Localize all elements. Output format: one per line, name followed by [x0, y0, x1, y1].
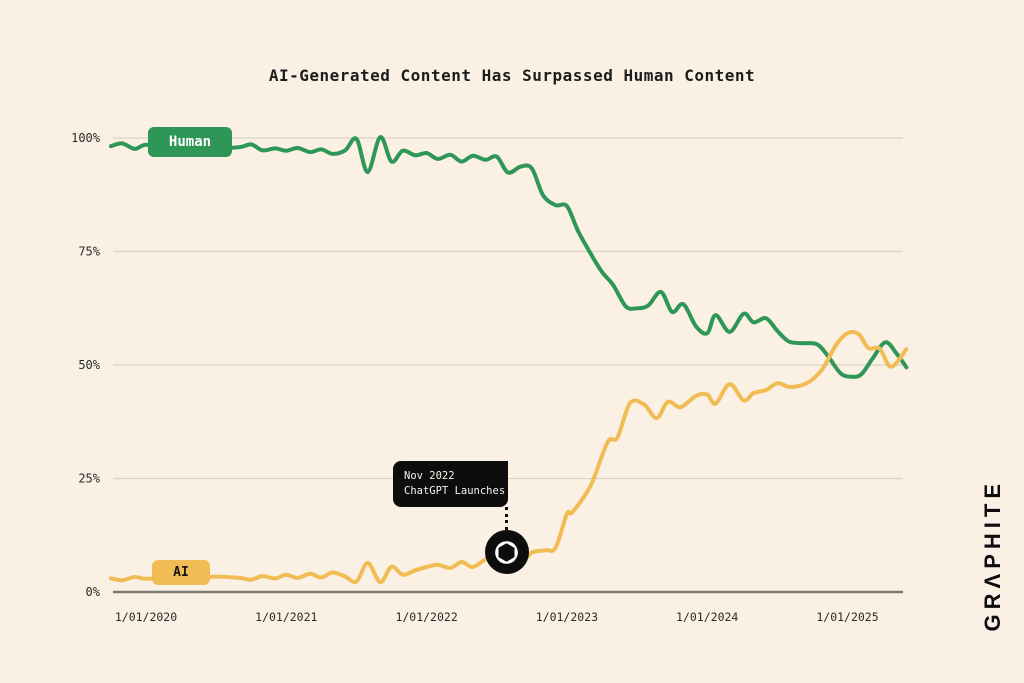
x-tick-label: 1/01/2025 [816, 610, 878, 624]
y-tick-label: 50% [78, 358, 100, 372]
openai-logo-petal [495, 540, 508, 559]
x-tick-label: 1/01/2020 [115, 610, 177, 624]
openai-logo-petal [505, 545, 518, 564]
y-tick-label: 100% [71, 131, 101, 145]
openai-logo-petal [496, 540, 517, 548]
chatgpt-launch-tooltip: Nov 2022 ChatGPT Launches [393, 461, 508, 507]
graphite-logo: GRΛPHITE [980, 478, 1005, 631]
x-tick-label: 1/01/2023 [536, 610, 598, 624]
chatgpt-launch-marker [484, 530, 529, 575]
x-tick-label: 1/01/2024 [676, 610, 738, 624]
ai-series-badge: AI [152, 560, 210, 585]
y-tick-label: 0% [86, 585, 101, 599]
tooltip-line1: Nov 2022 [404, 470, 455, 482]
y-tick-label: 25% [78, 472, 100, 486]
x-tick-label: 1/01/2022 [395, 610, 457, 624]
x-tick-label: 1/01/2021 [255, 610, 317, 624]
openai-logo-icon [495, 540, 518, 564]
tooltip-line2: ChatGPT Launches [404, 485, 506, 497]
tooltip-connector-dotted-line [505, 507, 509, 531]
chart-title: AI-Generated Content Has Surpassed Human… [268, 66, 756, 85]
human-series-badge: Human [148, 127, 232, 157]
human-line [108, 135, 909, 379]
y-tick-label: 75% [78, 245, 100, 259]
